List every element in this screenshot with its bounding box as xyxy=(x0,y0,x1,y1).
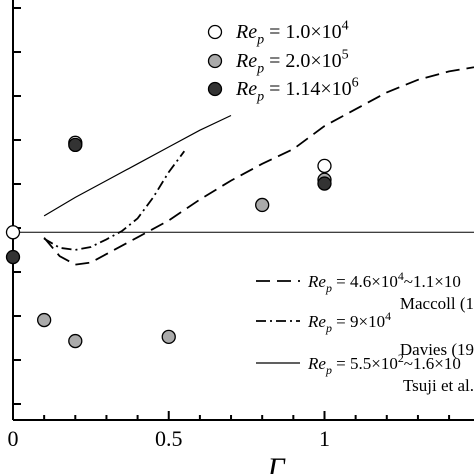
series-line-solid xyxy=(43,114,232,217)
data-point-open xyxy=(5,225,21,240)
x-tick-labels: 0 0.5 1 xyxy=(8,426,330,451)
legend-line-label: Rep = 4.6×104~1.1×10 xyxy=(307,269,461,295)
legend-source: Davies (19 xyxy=(400,340,474,359)
legend-source: Tsuji et al. xyxy=(403,376,474,395)
series-line-dashed xyxy=(43,66,474,266)
text-part: p xyxy=(325,363,332,377)
series-line-dashdot xyxy=(43,150,186,251)
text-part: Re xyxy=(235,21,257,43)
legend-source: Maccoll (1 xyxy=(400,294,474,313)
x-tick-label: 0.5 xyxy=(155,426,183,451)
legend-marker-gray-circle xyxy=(207,53,223,69)
text-part: 6 xyxy=(352,76,359,91)
text-part: p xyxy=(256,33,264,48)
text-part: 4 xyxy=(398,269,404,283)
legend-label: Rep = 1.14×106 xyxy=(235,76,359,105)
x-axis-label: Γ xyxy=(266,452,286,474)
axes xyxy=(12,0,474,421)
series-lines xyxy=(43,66,474,266)
legend-label: Rep = 1.0×104 xyxy=(235,19,349,48)
text-part: 4 xyxy=(342,19,349,34)
text-part: p xyxy=(256,90,264,105)
series-points xyxy=(5,135,332,349)
text-part: Re xyxy=(307,312,326,331)
text-part: Re xyxy=(307,272,326,291)
text-part: Re xyxy=(235,78,257,100)
text-part: Re xyxy=(307,354,326,373)
x-tick-label: 1 xyxy=(319,426,330,451)
text-part: = 4.6×10 xyxy=(332,272,398,291)
data-point-gray xyxy=(68,333,83,349)
text-part: = 1.14×10 xyxy=(264,78,352,100)
legend-marker-open-circle xyxy=(207,24,223,40)
text-part: = 5.5×10 xyxy=(332,354,398,373)
legend-label: Rep = 2.0×105 xyxy=(235,48,349,77)
text-part: Re xyxy=(235,50,257,72)
legend-line-label: Rep = 9×104 xyxy=(307,309,391,335)
text-part: p xyxy=(325,281,332,295)
text-part: = 9×10 xyxy=(332,312,385,331)
data-point-gray xyxy=(255,197,270,213)
data-point-gray xyxy=(161,329,176,344)
data-point-black xyxy=(5,249,21,265)
text-part: 4 xyxy=(385,309,391,323)
text-part: p xyxy=(325,321,332,335)
data-point-gray xyxy=(36,312,52,328)
data-point-black xyxy=(68,137,83,153)
data-point-open xyxy=(317,158,332,174)
text-part: 2 xyxy=(398,351,404,365)
legend-line-label: Rep = 5.5×102~1.6×10 xyxy=(307,351,461,377)
text-part: = 1.0×10 xyxy=(264,21,342,43)
text-part: 5 xyxy=(342,48,349,63)
text-part: = 2.0×10 xyxy=(264,50,342,72)
text-part: ~1.1×10 xyxy=(404,272,461,291)
text-part: ~1.6×10 xyxy=(404,354,461,373)
x-tick-label: 0 xyxy=(8,426,19,451)
data-point-black xyxy=(317,176,332,191)
text-part: p xyxy=(256,62,264,77)
legend-marker-black-circle xyxy=(207,81,223,97)
